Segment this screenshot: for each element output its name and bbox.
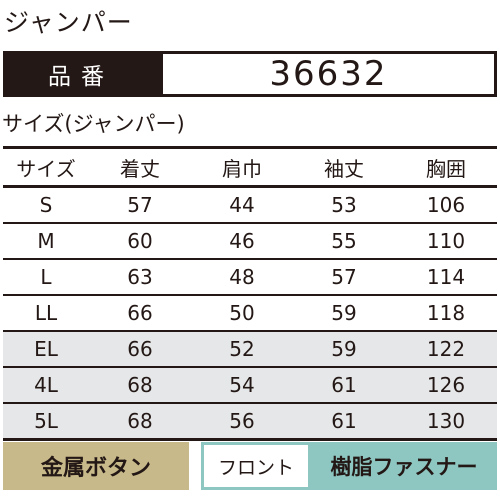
cell-shoulder: 56 bbox=[191, 403, 293, 441]
cell-size: 4L bbox=[3, 367, 89, 404]
cell-shoulder: 46 bbox=[191, 223, 293, 260]
table-row: LL 66 50 59 118 bbox=[3, 295, 497, 332]
product-number-label: 品番 bbox=[48, 64, 114, 90]
cell-size: S bbox=[3, 186, 89, 224]
cell-sleeve: 59 bbox=[293, 331, 395, 368]
cell-chest: 118 bbox=[395, 295, 497, 332]
front-zipper-badge: フロント 樹脂ファスナー bbox=[201, 442, 497, 490]
cell-length: 66 bbox=[89, 295, 191, 332]
product-number-row: 品番 36632 bbox=[3, 51, 497, 97]
header-size: サイズ bbox=[3, 146, 89, 188]
cell-chest: 130 bbox=[395, 403, 497, 441]
table-header-row: サイズ 着丈 肩巾 袖丈 胸囲 bbox=[3, 146, 497, 188]
cell-sleeve: 59 bbox=[293, 295, 395, 332]
cell-sleeve: 61 bbox=[293, 403, 395, 441]
size-section-title: サイズ(ジャンパー) bbox=[2, 112, 185, 136]
cell-chest: 110 bbox=[395, 223, 497, 260]
front-label: フロント bbox=[204, 445, 308, 487]
cell-chest: 126 bbox=[395, 367, 497, 404]
cell-shoulder: 48 bbox=[191, 259, 293, 296]
cell-shoulder: 52 bbox=[191, 331, 293, 368]
cell-size: LL bbox=[3, 295, 89, 332]
cell-sleeve: 61 bbox=[293, 367, 395, 404]
cell-shoulder: 44 bbox=[191, 186, 293, 224]
header-sleeve: 袖丈 bbox=[293, 146, 395, 188]
cell-length: 57 bbox=[89, 186, 191, 224]
size-table: サイズ 着丈 肩巾 袖丈 胸囲 S 57 44 53 106 M 60 46 55 110 L 63 4… bbox=[3, 146, 497, 441]
cell-length: 66 bbox=[89, 331, 191, 368]
metal-button-badge: 金属ボタン bbox=[3, 442, 189, 490]
table-row: L 63 48 57 114 bbox=[3, 259, 497, 296]
cell-length: 63 bbox=[89, 259, 191, 296]
cell-sleeve: 55 bbox=[293, 223, 395, 260]
cell-size: 5L bbox=[3, 403, 89, 441]
cell-chest: 122 bbox=[395, 331, 497, 368]
cell-shoulder: 50 bbox=[191, 295, 293, 332]
product-number-value: 36632 bbox=[163, 54, 494, 94]
cell-length: 68 bbox=[89, 403, 191, 441]
cell-size: L bbox=[3, 259, 89, 296]
cell-size: M bbox=[3, 223, 89, 260]
header-chest: 胸囲 bbox=[395, 146, 497, 188]
cell-length: 68 bbox=[89, 367, 191, 404]
header-length: 着丈 bbox=[89, 146, 191, 188]
table-row: EL 66 52 59 122 bbox=[3, 331, 497, 368]
header-shoulder: 肩巾 bbox=[191, 146, 293, 188]
cell-sleeve: 53 bbox=[293, 186, 395, 224]
cell-size: EL bbox=[3, 331, 89, 368]
table-row: 5L 68 56 61 130 bbox=[3, 403, 497, 441]
cell-length: 60 bbox=[89, 223, 191, 260]
table-body: S 57 44 53 106 M 60 46 55 110 L 63 48 57 114 LL 66 50 59 11… bbox=[3, 186, 497, 441]
table-row: S 57 44 53 106 bbox=[3, 186, 497, 224]
cell-sleeve: 57 bbox=[293, 259, 395, 296]
cell-chest: 106 bbox=[395, 186, 497, 224]
table-row: 4L 68 54 61 126 bbox=[3, 367, 497, 404]
table-row: M 60 46 55 110 bbox=[3, 223, 497, 260]
cell-shoulder: 54 bbox=[191, 367, 293, 404]
page-title: ジャンパー bbox=[4, 8, 133, 37]
cell-chest: 114 bbox=[395, 259, 497, 296]
zipper-label: 樹脂ファスナー bbox=[330, 455, 478, 479]
